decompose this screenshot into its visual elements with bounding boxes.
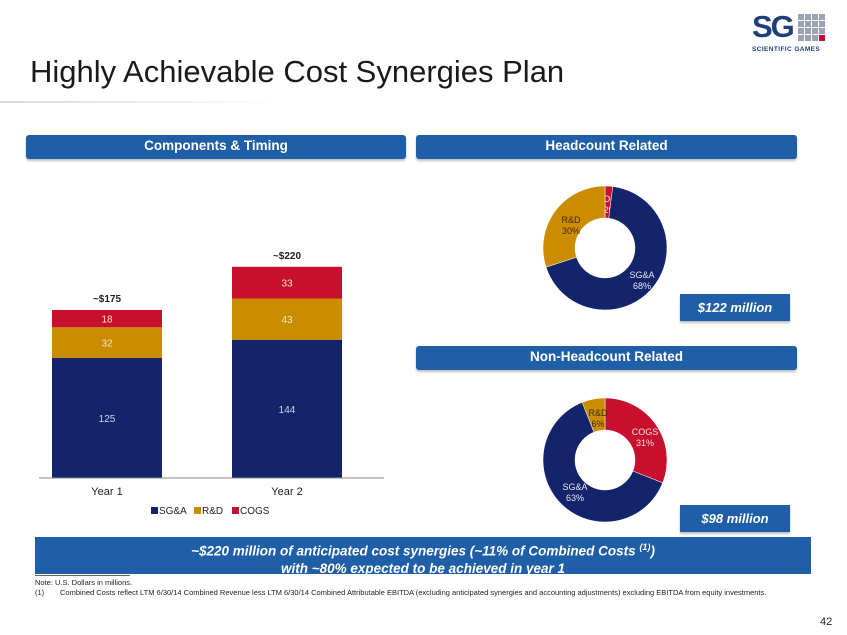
legend-label-cogs: COGS (240, 506, 270, 517)
slice-sga (542, 402, 663, 523)
total-label-year-1: ~$175 (93, 294, 122, 305)
chart-legend: SG&A R&D COGS (151, 506, 270, 517)
slice-percent-cogs: 31% (636, 438, 654, 448)
title-underline (0, 101, 280, 103)
slice-name-sga: SG&A (629, 270, 654, 280)
legend-swatch-sga (151, 507, 158, 514)
slice-name-sga: SG&A (562, 482, 587, 492)
components-bar-chart: 125 32 18 144 43 33 Year 1 Year 2 ~$175 ~$220… (39, 251, 384, 517)
headcount-total-badge: $122 million (680, 294, 790, 321)
slice-name-cogs: COGS (597, 194, 624, 204)
footnote-1-number: (1) (35, 588, 45, 597)
note-dollars: Note: U.S. Dollars in millions. (35, 578, 133, 587)
legend-label-sga: SG&A (159, 506, 187, 517)
slice-sga (545, 186, 668, 310)
callout-line-1: ~$220 million of anticipated cost synerg… (35, 539, 811, 560)
logo-mark: SG (752, 9, 795, 44)
slice-rd (581, 397, 606, 433)
headcount-banner: Headcount Related (416, 135, 797, 159)
bar-cogs-year-1 (52, 310, 162, 328)
slice-name-rd: R&D (561, 215, 581, 225)
bar-rd-year-1 (52, 327, 162, 358)
data-label-cogs-year-1: 18 (101, 315, 113, 326)
bar-rd-year-2 (232, 298, 342, 340)
slice-percent-rd: 30% (562, 226, 580, 236)
data-label-cogs-year-2: 33 (281, 279, 293, 290)
slice-rd (542, 185, 606, 268)
logo-grid-icon (798, 14, 825, 41)
legend-label-rd: R&D (202, 506, 223, 517)
bar-cogs-year-2 (232, 266, 342, 299)
slice-percent-sga: 68% (633, 281, 651, 291)
callout-line-1-text: ~$220 million of anticipated cost synerg… (191, 543, 640, 559)
synergy-callout: ~$220 million of anticipated cost synerg… (35, 537, 811, 576)
footnote-1-text: Combined Costs reflect LTM 6/30/14 Combi… (60, 588, 767, 597)
page-title: Highly Achievable Cost Synergies Plan (30, 54, 565, 89)
non-headcount-total-badge: $98 million (680, 505, 790, 532)
notes-divider (35, 575, 130, 576)
company-logo: SG SCIENTIFIC GAMES (752, 10, 837, 60)
slice-name-cogs: COGS (632, 427, 659, 437)
slice-percent-rd: 6% (591, 419, 604, 429)
slice-name-rd: R&D (588, 408, 608, 418)
page-number: 42 (820, 616, 833, 628)
x-tick-label-year-2: Year 2 (271, 486, 302, 498)
x-tick-label-year-1: Year 1 (91, 486, 122, 498)
legend-swatch-cogs (232, 507, 239, 514)
bar-sga-year-1 (52, 358, 162, 478)
bar-sga-year-2 (232, 339, 342, 478)
callout-line-2: with ~80% expected to be achieved in yea… (281, 560, 565, 576)
data-label-sga-year-2: 144 (279, 405, 296, 416)
non-headcount-banner: Non-Headcount Related (416, 346, 797, 370)
footnote-1: (1) Combined Costs reflect LTM 6/30/14 C… (35, 588, 810, 598)
data-label-rd-year-1: 32 (101, 339, 113, 350)
headcount-donut-chart: COGS2%SG&A68%R&D30% (542, 185, 668, 310)
components-banner: Components & Timing (26, 135, 406, 159)
callout-footnote-ref: (1) (639, 542, 651, 552)
total-label-year-2: ~$220 (273, 251, 302, 262)
logo-subtitle: SCIENTIFIC GAMES (752, 46, 821, 53)
legend-swatch-rd (194, 507, 201, 514)
callout-line-1-close: ) (650, 543, 655, 559)
data-label-rd-year-2: 43 (281, 315, 293, 326)
slice-percent-sga: 63% (566, 493, 584, 503)
data-label-sga-year-1: 125 (99, 414, 116, 425)
footnotes: Note: U.S. Dollars in millions. (1) Comb… (35, 578, 810, 598)
